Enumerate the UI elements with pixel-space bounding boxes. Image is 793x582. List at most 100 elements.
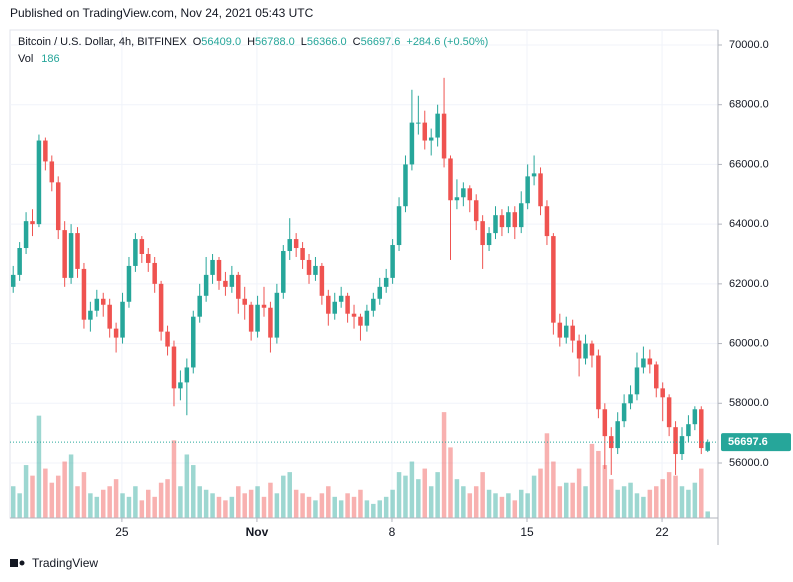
- volume-bar: [383, 496, 389, 518]
- logo-mark: [10, 559, 18, 567]
- candle-body: [146, 253, 151, 263]
- logo-dot: [19, 560, 25, 566]
- close-label: C: [353, 36, 361, 48]
- volume-bar: [403, 475, 408, 518]
- candle-body: [319, 265, 325, 296]
- volume-bar: [660, 479, 665, 518]
- volume-label: Vol: [18, 53, 33, 65]
- candle-body: [345, 295, 350, 314]
- volume-bar: [699, 468, 704, 518]
- volume-bar: [88, 493, 93, 518]
- volume-bar: [326, 486, 331, 518]
- candle-body: [493, 215, 498, 234]
- candle-body: [660, 388, 665, 398]
- volume-bar: [538, 468, 543, 518]
- candle-body: [705, 442, 710, 451]
- candle-body: [486, 233, 492, 246]
- candle-body: [191, 316, 196, 368]
- volume-bar: [94, 496, 100, 518]
- volume-bar: [255, 486, 260, 518]
- candle-body: [544, 206, 550, 237]
- candle-body: [216, 259, 222, 281]
- volume-bar: [576, 468, 582, 518]
- candle-body: [351, 313, 357, 317]
- change-value: +284.6 (+0.50%): [406, 36, 488, 48]
- candle-body: [255, 304, 260, 332]
- candle-body: [287, 239, 292, 252]
- volume-bar: [609, 479, 614, 518]
- volume-bar: [55, 475, 61, 518]
- candle-body: [403, 164, 408, 207]
- volume-bar: [364, 500, 370, 518]
- x-tick-label: 25: [115, 525, 129, 539]
- volume-bar: [589, 443, 595, 518]
- logo-text: TradingView: [32, 556, 98, 570]
- open-label: O: [193, 36, 202, 48]
- volume-bar: [223, 500, 228, 518]
- volume-bar: [306, 496, 312, 518]
- volume-bar: [36, 415, 42, 518]
- volume-bar: [133, 486, 138, 518]
- candle-body: [596, 355, 601, 410]
- y-tick-label: 62000.0: [729, 278, 769, 290]
- volume-bar: [596, 450, 601, 518]
- candle-body: [306, 259, 312, 275]
- candle-body: [274, 292, 280, 338]
- candle-body: [68, 233, 74, 278]
- volume-bar: [551, 461, 556, 518]
- symbol: Bitcoin / U.S. Dollar, 4h, BITFINEX: [18, 36, 187, 48]
- candle-body: [609, 436, 614, 449]
- volume-bar: [454, 479, 460, 518]
- last-price-box: [721, 433, 791, 452]
- last-price-label: 56697.6: [728, 436, 768, 448]
- volume-bar: [666, 472, 672, 518]
- volume-bar: [493, 493, 498, 518]
- volume-bar: [686, 489, 691, 518]
- candle-body: [223, 280, 228, 287]
- volume-bar: [628, 482, 633, 518]
- y-tick-label: 56000.0: [729, 457, 769, 469]
- candle-body: [210, 259, 215, 275]
- volume-bar: [563, 482, 569, 518]
- volume-bar: [396, 472, 402, 518]
- volume-bar: [570, 482, 575, 518]
- candle-body: [589, 343, 595, 356]
- volume-bar: [461, 486, 466, 518]
- candle-body: [576, 340, 582, 359]
- volume-bar: [525, 493, 530, 518]
- volume-bar: [184, 454, 190, 518]
- high-label: H: [247, 36, 255, 48]
- candle-body: [699, 409, 704, 449]
- volume-bar: [293, 489, 299, 518]
- candle-body: [100, 298, 106, 305]
- candle-body: [197, 295, 202, 317]
- volume-bar: [531, 475, 537, 518]
- candle-body: [371, 298, 376, 311]
- marks: [10, 77, 718, 518]
- volume-bar: [544, 433, 550, 518]
- x-tick-label: Nov: [246, 525, 269, 539]
- candle-body: [525, 176, 530, 204]
- volume-bar: [319, 493, 325, 518]
- candle-body: [268, 307, 273, 338]
- candle-body: [364, 310, 370, 326]
- volume-bar: [229, 496, 235, 518]
- volume-bar: [583, 486, 588, 518]
- volume-bar: [178, 486, 183, 518]
- candle-body: [409, 122, 415, 165]
- volume-bar: [242, 493, 247, 518]
- candle-body: [602, 409, 608, 437]
- y-tick-label: 60000.0: [729, 337, 769, 349]
- candle-body: [673, 427, 678, 455]
- candle-body: [107, 304, 112, 329]
- volume-bar: [120, 493, 125, 518]
- candle-body: [551, 236, 556, 323]
- volume-bar: [113, 479, 119, 518]
- volume-bar: [49, 482, 55, 518]
- volume-bar: [313, 500, 318, 518]
- candle-body: [570, 325, 575, 341]
- x-tick-label: 22: [655, 525, 669, 539]
- candle-body: [236, 274, 241, 299]
- candle-body: [126, 265, 132, 302]
